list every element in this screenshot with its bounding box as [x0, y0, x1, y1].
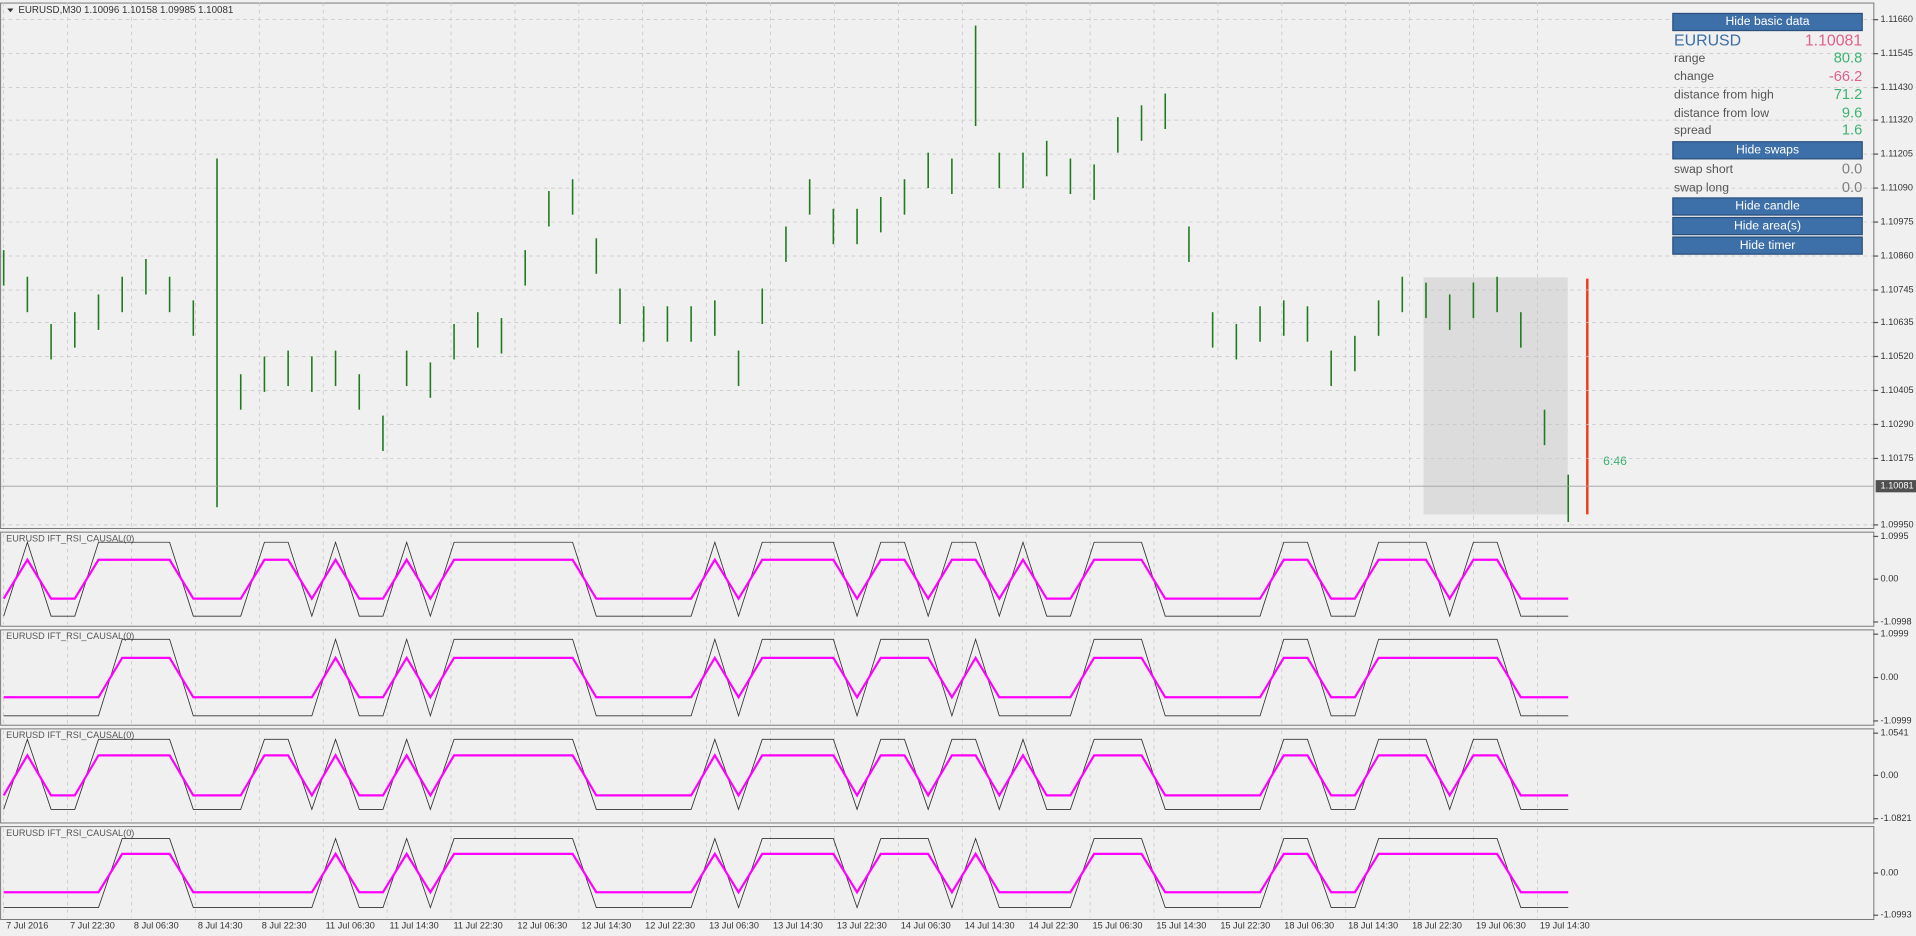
x-tick-label: 12 Jul 22:30 — [645, 921, 695, 931]
y-tick-label: 1.0999 — [1881, 629, 1909, 639]
y-tick-label: 0.00 — [1881, 770, 1899, 780]
panel-button[interactable] — [1672, 141, 1863, 160]
panel-value: -66.2 — [1829, 69, 1862, 85]
y-tick-label: 1.11090 — [1881, 183, 1913, 193]
panel-value: 71.2 — [1834, 87, 1863, 103]
y-tick-label: 1.11430 — [1881, 82, 1913, 92]
y-tick-label: 1.10745 — [1881, 284, 1914, 294]
x-tick-label: 8 Jul 14:30 — [198, 921, 243, 931]
x-tick-label: 14 Jul 06:30 — [901, 921, 951, 931]
y-tick-label: -1.0998 — [1881, 616, 1912, 626]
panel-button[interactable] — [1672, 236, 1863, 255]
indicator-title: EURUSD IFT_RSI_CAUSAL(0) — [6, 533, 134, 543]
y-tick-label: 1.10975 — [1881, 216, 1914, 226]
collapse-arrow[interactable] — [7, 8, 14, 13]
panel-button[interactable] — [1672, 216, 1863, 236]
panel-label: distance from high — [1674, 88, 1774, 102]
y-tick-label: 0.00 — [1881, 867, 1899, 877]
x-tick-label: 19 Jul 14:30 — [1540, 921, 1590, 931]
current-price-label: 1.10081 — [1881, 481, 1914, 491]
x-tick-label: 11 Jul 06:30 — [326, 921, 375, 931]
panel-value: 1.10081 — [1805, 33, 1863, 50]
indicator-title: EURUSD IFT_RSI_CAUSAL(0) — [6, 828, 134, 838]
y-tick-label: 1.11660 — [1881, 14, 1913, 24]
panel-label: range — [1674, 51, 1705, 65]
y-tick-label: 1.10860 — [1881, 250, 1914, 260]
indicator-line — [2, 557, 1569, 601]
x-tick-label: 11 Jul 14:30 — [390, 921, 439, 931]
panel-button[interactable] — [1672, 12, 1863, 32]
y-tick-label: 1.10635 — [1881, 317, 1914, 327]
indicator-title: EURUSD IFT_RSI_CAUSAL(0) — [6, 730, 134, 740]
x-tick-label: 11 Jul 22:30 — [453, 921, 502, 931]
y-tick-label: 1.11320 — [1881, 115, 1913, 125]
panel-button[interactable] — [1672, 197, 1863, 216]
current-price-box — [1875, 480, 1916, 493]
indicator-line — [2, 753, 1569, 798]
x-tick-label: 7 Jul 22:30 — [70, 921, 115, 931]
panel-label: spread — [1674, 123, 1711, 137]
panel-button-label[interactable]: Hide timer — [1740, 238, 1796, 252]
y-tick-label: 1.0995 — [1881, 531, 1909, 541]
x-tick-label: 12 Jul 14:30 — [581, 921, 631, 931]
indicator-line — [3, 851, 1569, 895]
panel-button-label[interactable]: Hide swaps — [1736, 143, 1799, 157]
x-tick-label: 7 Jul 2016 — [6, 921, 48, 931]
panel-label: EURUSD — [1674, 33, 1741, 50]
panel-button-label[interactable]: Hide area(s) — [1734, 218, 1801, 232]
panel-label: distance from low — [1674, 106, 1769, 120]
x-tick-label: 15 Jul 22:30 — [1220, 921, 1270, 931]
x-tick-label: 13 Jul 06:30 — [709, 921, 759, 931]
x-tick-label: 8 Jul 22:30 — [262, 921, 307, 931]
x-tick-label: 14 Jul 22:30 — [1029, 921, 1079, 931]
panel-value: 80.8 — [1834, 51, 1863, 67]
indicator-line — [3, 655, 1569, 700]
x-tick-label: 15 Jul 14:30 — [1156, 921, 1206, 931]
panel-value: 0.0 — [1842, 162, 1862, 178]
x-tick-label: 13 Jul 22:30 — [837, 921, 887, 931]
y-tick-label: 0.00 — [1881, 574, 1899, 584]
panel-button-label[interactable]: Hide candle — [1735, 199, 1800, 213]
x-tick-label: 18 Jul 22:30 — [1412, 921, 1462, 931]
indicator-line — [3, 737, 1569, 811]
x-tick-label: 18 Jul 06:30 — [1284, 921, 1334, 931]
indicator-line — [3, 637, 1569, 718]
chart-header: EURUSD,M30 1.10096 1.10158 1.09985 1.100… — [18, 5, 233, 16]
y-tick-label: 1.11205 — [1881, 149, 1913, 159]
y-tick-label: 1.10290 — [1881, 419, 1914, 429]
x-tick-label: 14 Jul 14:30 — [965, 921, 1015, 931]
x-tick-label: 8 Jul 06:30 — [134, 921, 179, 931]
panel-label: swap short — [1674, 162, 1734, 176]
y-tick-label: 1.11545 — [1881, 48, 1913, 58]
panel-button-label[interactable]: Hide basic data — [1725, 14, 1809, 28]
y-tick-label: -1.0821 — [1881, 813, 1912, 823]
main-frame — [0, 2, 1875, 529]
y-tick-label: 1.09950 — [1881, 519, 1914, 529]
highlight-area — [1423, 277, 1568, 515]
y-tick-label: 1.0541 — [1881, 728, 1909, 738]
panel-label: change — [1674, 69, 1714, 83]
timer: 6:46 — [1603, 454, 1627, 468]
x-tick-label: 13 Jul 14:30 — [773, 921, 823, 931]
x-tick-label: 12 Jul 06:30 — [517, 921, 567, 931]
panel-label: swap long — [1674, 180, 1729, 194]
indicator-title: EURUSD IFT_RSI_CAUSAL(0) — [6, 631, 134, 641]
y-tick-label: -1.0993 — [1881, 910, 1912, 920]
x-tick-label: 18 Jul 14:30 — [1348, 921, 1398, 931]
indicator-line — [3, 837, 1569, 909]
y-tick-label: 1.10520 — [1881, 351, 1914, 361]
x-tick-label: 19 Jul 06:30 — [1476, 921, 1526, 931]
y-tick-label: -1.0999 — [1881, 715, 1912, 725]
y-tick-label: 1.10405 — [1881, 385, 1914, 395]
y-tick-label: 0.00 — [1881, 672, 1899, 682]
x-tick-label: 15 Jul 06:30 — [1093, 921, 1143, 931]
panel-value: 0.0 — [1842, 180, 1862, 196]
indicator-line — [3, 540, 1569, 618]
y-tick-label: 1.10175 — [1881, 453, 1914, 463]
panel-value: 9.6 — [1842, 106, 1862, 122]
panel-value: 1.6 — [1842, 123, 1862, 139]
